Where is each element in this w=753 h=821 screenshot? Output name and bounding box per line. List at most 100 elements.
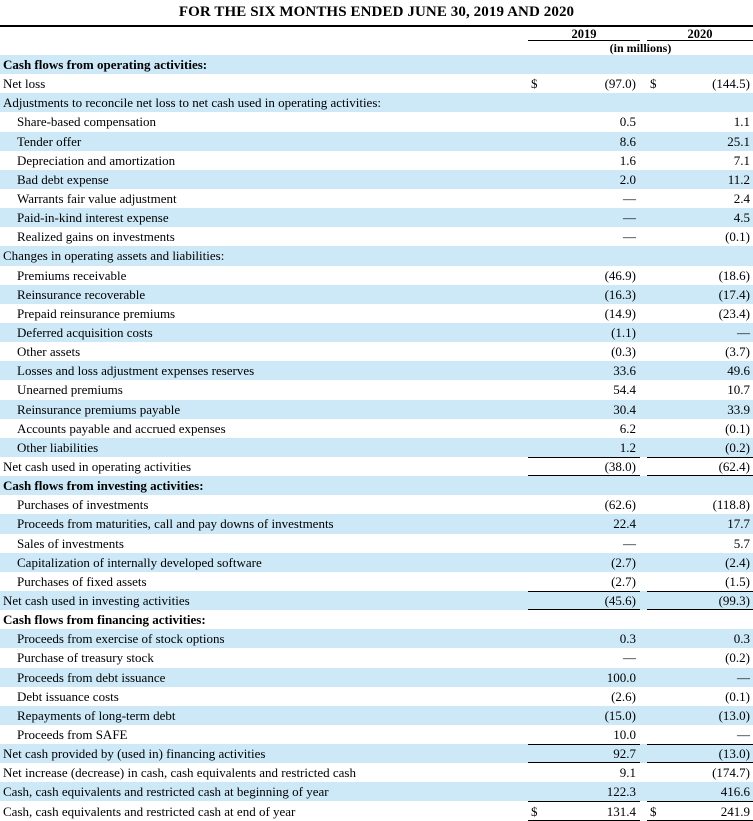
value-2020: 11.2 [727, 171, 750, 187]
value-2020-cell [647, 476, 753, 495]
value-2020-cell: 25.1 [647, 132, 753, 151]
value-2020-cell [647, 55, 753, 74]
table-row: Proceeds from SAFE 10.0 — [0, 725, 753, 744]
value-2020-cell: 11.2 [647, 170, 753, 189]
value-2020-cell: (18.6) [647, 266, 753, 285]
value-2020-cell: — [647, 668, 753, 687]
value-2020: (99.3) [718, 593, 750, 609]
value-2020: 49.6 [727, 363, 750, 379]
table-row: Net loss $ (97.0) $ (144.5) [0, 74, 753, 93]
table-row: Prepaid reinsurance premiums (14.9) (23.4) [0, 304, 753, 323]
value-2019: 30.4 [613, 401, 636, 417]
value-2019: 54.4 [613, 382, 636, 398]
value-2020: (174.7) [712, 765, 750, 781]
value-2020: 33.9 [727, 401, 750, 417]
table-row: Depreciation and amortization 1.6 7.1 [0, 151, 753, 170]
value-2019-cell: (38.0) [528, 456, 640, 477]
row-label: Capitalization of internally developed s… [17, 554, 262, 570]
value-2019-cell: (62.6) [528, 495, 640, 514]
value-2020-cell: (0.1) [647, 419, 753, 438]
value-2020-cell [647, 246, 753, 265]
value-2020: — [737, 325, 750, 341]
value-2020-cell: (174.7) [647, 763, 753, 782]
value-2019: (15.0) [604, 707, 636, 723]
table-row: Tender offer 8.6 25.1 [0, 131, 753, 151]
column-header-2019: 2019 [528, 28, 640, 41]
column-header-row: 2019 2020 [0, 28, 753, 41]
dollar-sign: $ [531, 76, 538, 92]
value-2019: 92.7 [613, 746, 636, 762]
value-2020-cell: (1.5) [647, 572, 753, 591]
value-2019-cell: $ (97.0) [528, 74, 640, 93]
row-label: Proceeds from SAFE [17, 726, 128, 742]
row-label: Reinsurance recoverable [17, 286, 146, 302]
table-row: Repayments of long-term debt (15.0) (13.0) [0, 705, 753, 725]
column-header-2020: 2020 [647, 28, 753, 41]
row-label: Repayments of long-term debt [17, 707, 176, 723]
dollar-sign: $ [650, 803, 657, 819]
value-2020: 10.7 [727, 382, 750, 398]
units-label: (in millions) [609, 41, 672, 55]
value-2019: (46.9) [604, 267, 636, 283]
table-row: Other assets (0.3) (3.7) [0, 342, 753, 361]
row-label: Deferred acquisition costs [17, 325, 153, 341]
table-row: Deferred acquisition costs (1.1) — [0, 322, 753, 343]
table-row: Sales of investments — 5.7 [0, 534, 753, 553]
value-2020-cell: (3.7) [647, 342, 753, 361]
value-2020-cell: 49.6 [647, 361, 753, 380]
value-2020-cell: 5.7 [647, 534, 753, 553]
value-2020: 4.5 [733, 210, 750, 226]
value-2019-cell: 92.7 [528, 744, 640, 764]
value-2019: — [623, 535, 636, 551]
table-row: Paid-in-kind interest expense — 4.5 [0, 208, 753, 228]
table-row: Bad debt expense 2.0 11.2 [0, 169, 753, 189]
value-2020: (13.0) [718, 707, 750, 723]
row-label: Purchase of treasury stock [17, 650, 154, 666]
value-2020: (0.2) [725, 439, 750, 455]
row-label: Reinsurance premiums payable [17, 401, 181, 417]
value-2020-cell: — [647, 323, 753, 342]
value-2019: 1.6 [619, 152, 636, 168]
table-row: Cash flows from financing activities: [0, 610, 753, 629]
title-block: FOR THE SIX MONTHS ENDED JUNE 30, 2019 A… [0, 0, 753, 27]
row-label: Cash, cash equivalents and restricted ca… [3, 803, 296, 819]
value-2019: 122.3 [606, 784, 636, 800]
value-2019-cell: (46.9) [528, 266, 640, 285]
row-label: Purchases of investments [17, 497, 149, 513]
value-2020: 241.9 [720, 803, 750, 819]
value-2020: (62.4) [718, 459, 750, 475]
table-row: Other liabilities 1.2 (0.2) [0, 437, 753, 457]
value-2019-cell: 0.3 [528, 629, 640, 648]
value-2019: 6.2 [619, 420, 636, 436]
value-2019-cell: 100.0 [528, 668, 640, 687]
row-label: Net cash used in operating activities [3, 459, 192, 475]
value-2020: 0.3 [733, 631, 750, 647]
value-2020-cell [647, 93, 753, 112]
value-2019: 22.4 [613, 516, 636, 532]
value-2019: 0.5 [619, 114, 636, 130]
value-2020: 416.6 [720, 784, 750, 800]
value-2019: (2.7) [611, 573, 636, 589]
value-2020: 25.1 [727, 133, 750, 149]
value-2019: 9.1 [619, 765, 636, 781]
value-2020-cell: (13.0) [647, 706, 753, 725]
value-2020: — [737, 726, 750, 742]
value-2020: 17.7 [727, 516, 750, 532]
value-2020: (1.5) [725, 573, 750, 589]
value-2019-cell: 8.6 [528, 132, 640, 151]
row-label: Purchases of fixed assets [17, 573, 147, 589]
table-row: Share-based compensation 0.5 1.1 [0, 112, 753, 131]
value-2019: (14.9) [604, 305, 636, 321]
value-2019-cell: (45.6) [528, 590, 640, 611]
value-2019: — [623, 210, 636, 226]
value-2019-cell: (1.1) [528, 323, 640, 342]
row-label: Adjustments to reconcile net loss to net… [3, 95, 381, 111]
table-row: Purchases of fixed assets (2.7) (1.5) [0, 572, 753, 591]
table-row: Net cash used in investing activities (45… [0, 590, 753, 611]
value-2019: 2.0 [619, 171, 636, 187]
value-2020: (13.0) [718, 746, 750, 762]
page-title: FOR THE SIX MONTHS ENDED JUNE 30, 2019 A… [178, 4, 575, 20]
value-2020-cell: (0.1) [647, 227, 753, 246]
value-2019: 33.6 [613, 363, 636, 379]
